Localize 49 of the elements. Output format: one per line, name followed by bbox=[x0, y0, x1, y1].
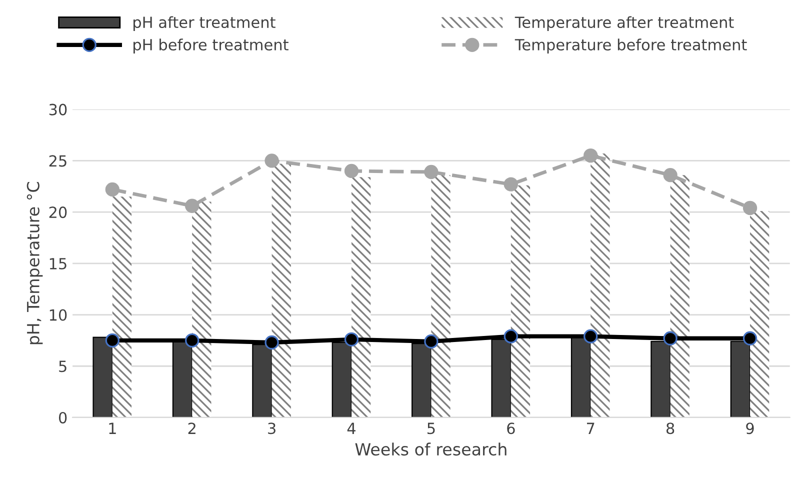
point bbox=[264, 335, 279, 350]
point bbox=[344, 332, 359, 347]
x-tick-label: 5 bbox=[428, 422, 435, 434]
x-tick-label: 6 bbox=[507, 422, 515, 434]
point bbox=[185, 333, 200, 348]
y-tick-label: 15 bbox=[50, 258, 66, 270]
x-tick-label: 8 bbox=[666, 422, 674, 434]
x-tick-label: 2 bbox=[188, 422, 196, 434]
x-axis-title: Weeks of research bbox=[355, 442, 506, 456]
point bbox=[504, 177, 518, 192]
point bbox=[424, 334, 438, 349]
x-tick-label: 4 bbox=[347, 422, 356, 434]
x-tick-label: 9 bbox=[746, 422, 754, 434]
point bbox=[584, 148, 598, 163]
bar bbox=[431, 175, 450, 418]
legend-label: Temperature before treatment bbox=[514, 38, 747, 54]
bar bbox=[192, 202, 212, 418]
point bbox=[424, 164, 438, 180]
point bbox=[742, 200, 758, 216]
bar bbox=[750, 211, 770, 418]
y-tick-label: 25 bbox=[49, 155, 66, 167]
point bbox=[663, 168, 678, 182]
bar bbox=[590, 154, 610, 418]
point bbox=[504, 329, 518, 344]
y-tick-label: 5 bbox=[59, 360, 66, 372]
bar bbox=[510, 185, 530, 418]
bar bbox=[272, 164, 291, 418]
point bbox=[185, 198, 200, 213]
point bbox=[105, 182, 120, 197]
point bbox=[663, 331, 678, 346]
y-tick-label: 20 bbox=[49, 206, 67, 218]
legend-label: Temperature after treatment bbox=[514, 16, 734, 32]
y-axis-title: pH, Temperature °C bbox=[26, 182, 43, 344]
point bbox=[344, 164, 359, 178]
point bbox=[105, 333, 120, 348]
bar bbox=[112, 196, 132, 418]
point bbox=[264, 154, 279, 168]
y-tick-label: 30 bbox=[49, 104, 67, 116]
x-tick-label: 3 bbox=[268, 422, 276, 434]
y-tick-label: 0 bbox=[58, 412, 67, 424]
y-tick-label: 10 bbox=[50, 309, 67, 321]
x-tick-label: 7 bbox=[587, 422, 594, 434]
bar bbox=[670, 175, 690, 418]
point bbox=[742, 331, 758, 346]
bar bbox=[352, 177, 371, 418]
point bbox=[584, 329, 598, 344]
legend-label: pH before treatment bbox=[134, 38, 288, 54]
legend-label: pH after treatment bbox=[134, 16, 276, 32]
x-tick-label: 1 bbox=[109, 422, 116, 434]
